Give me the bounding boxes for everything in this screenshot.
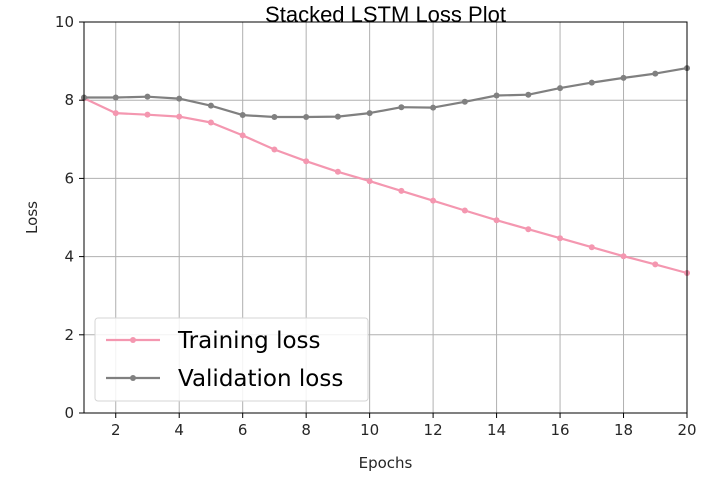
data-point-series-2 — [303, 114, 310, 121]
y-tick-label: 0 — [64, 404, 74, 422]
data-point-series-2 — [525, 91, 532, 98]
x-tick-label: 4 — [174, 421, 184, 439]
data-point-series-2 — [430, 104, 437, 111]
data-point-series-2 — [271, 114, 278, 121]
plot-frame — [83, 21, 688, 414]
legend-label: Training loss — [177, 328, 321, 354]
x-tick-label: 8 — [301, 421, 311, 439]
data-point-series-1 — [303, 158, 310, 165]
data-point-series-2 — [620, 74, 627, 81]
data-point-series-1 — [493, 217, 500, 224]
data-point-series-2 — [334, 113, 341, 120]
data-point-series-1 — [207, 119, 214, 126]
legend-swatch-marker — [130, 337, 136, 343]
tick-layer: 2 4 6 8 10 12 14 16 18 20 0 2 4 6 8 10 — [55, 13, 697, 439]
x-tick-label: 12 — [424, 421, 443, 439]
data-point-series-1 — [525, 226, 532, 233]
x-tick-label: 2 — [111, 421, 121, 439]
data-point-series-2 — [239, 112, 246, 119]
data-point-series-2 — [461, 98, 468, 105]
legend-label: Validation loss — [178, 366, 343, 392]
data-point-series-1 — [430, 197, 437, 204]
x-tick-label: 6 — [238, 421, 248, 439]
legend-swatch-marker — [130, 375, 136, 381]
x-tick-label: 16 — [551, 421, 570, 439]
data-point-series-2 — [557, 85, 564, 92]
data-point-series-2 — [207, 102, 214, 109]
series-line-1 — [83, 97, 688, 275]
y-axis-label: Loss — [23, 201, 41, 234]
y-tick-label: 4 — [64, 248, 74, 266]
data-point-series-1 — [652, 261, 659, 268]
data-point-series-1 — [176, 113, 183, 120]
data-point-series-1 — [366, 178, 373, 185]
data-point-series-2 — [588, 79, 595, 86]
x-tick-label: 18 — [614, 421, 633, 439]
x-tick-label: 10 — [360, 421, 379, 439]
data-point-series-2 — [144, 93, 151, 100]
data-point-series-2 — [398, 104, 405, 111]
data-point-series-2 — [366, 110, 373, 117]
data-point-series-1 — [557, 235, 564, 242]
data-point-series-2 — [652, 70, 659, 77]
data-point-series-1 — [398, 187, 405, 194]
data-point-series-1 — [461, 207, 468, 214]
data-point-series-2 — [493, 92, 500, 99]
data-point-series-1 — [144, 111, 151, 118]
data-point-series-1 — [588, 244, 595, 251]
data-point-series-1 — [271, 146, 278, 153]
legend-box — [94, 317, 369, 402]
y-tick-label: 6 — [64, 169, 74, 187]
x-axis-label: Epochs — [359, 454, 413, 472]
y-tick-label: 8 — [64, 91, 74, 109]
series-line-2 — [84, 67, 688, 119]
series-layer — [81, 65, 690, 277]
x-tick-label: 14 — [487, 421, 506, 439]
x-tick-label: 20 — [677, 421, 696, 439]
legend: Training loss Validation loss — [94, 317, 369, 402]
data-point-series-1 — [620, 253, 627, 260]
data-point-series-1 — [334, 168, 341, 175]
data-point-series-1 — [239, 132, 246, 139]
data-point-series-1 — [112, 110, 119, 117]
y-tick-label: 2 — [64, 326, 74, 344]
data-point-series-2 — [176, 95, 183, 102]
chart-title: Stacked LSTM Loss Plot — [265, 2, 506, 27]
data-point-series-2 — [112, 94, 119, 101]
y-tick-label: 10 — [55, 13, 74, 31]
